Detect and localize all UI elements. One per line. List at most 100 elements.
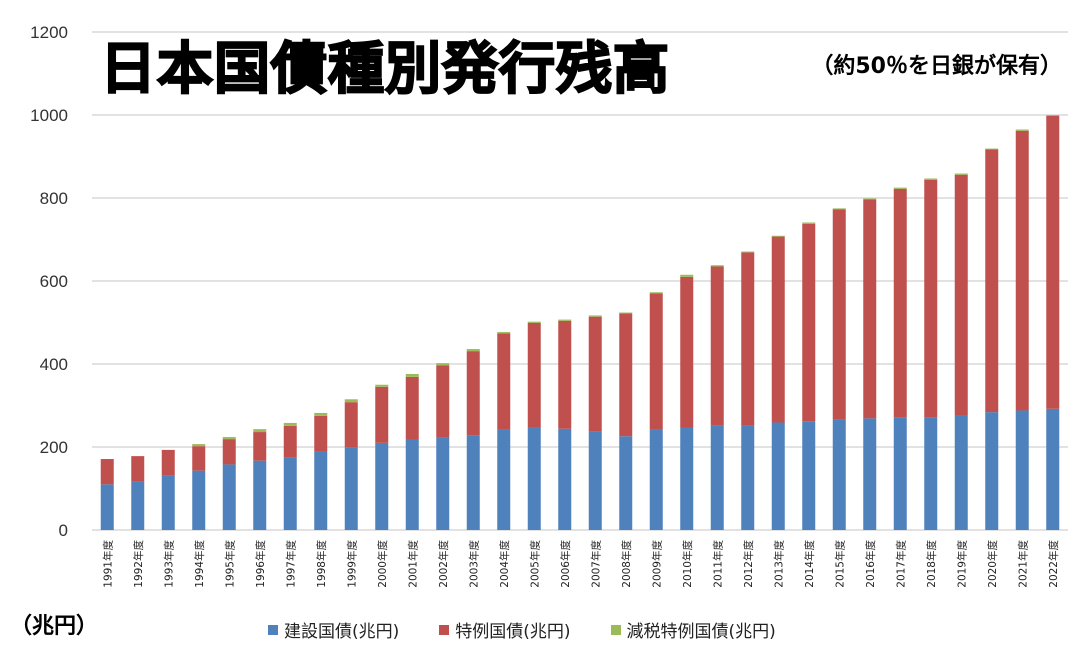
x-tick-label: 2009年度	[650, 540, 663, 588]
bar-segment-deficit	[436, 365, 450, 438]
x-tick-label: 2003年度	[467, 540, 480, 588]
y-tick-label: 1200	[30, 23, 68, 42]
x-tick-label: 2008年度	[620, 540, 633, 588]
bar-segment-tax-reduction	[1046, 115, 1060, 116]
y-tick-label: 400	[40, 355, 68, 374]
bar-segment-deficit	[527, 322, 541, 428]
bar-segment-tax-reduction	[222, 437, 236, 440]
bar-segment-tax-reduction	[985, 148, 999, 150]
bar-segment-construction	[832, 419, 846, 530]
y-tick-label: 800	[40, 189, 68, 208]
bar-segment-deficit	[192, 446, 206, 471]
bar-segment-deficit	[375, 386, 389, 443]
bar-segment-construction	[314, 451, 328, 530]
bar-segment-construction	[619, 436, 633, 530]
y-tick-label: 1000	[30, 106, 68, 125]
x-tick-label: 2018年度	[925, 540, 938, 588]
chart-subtitle: （約50％を日銀が保有）	[811, 54, 1062, 79]
bar-segment-construction	[436, 437, 450, 530]
bar-segment-deficit	[588, 316, 602, 432]
legend-item-deficit: 特例国債(兆円)	[439, 617, 571, 642]
bar-segment-deficit	[680, 276, 694, 428]
bar-segment-tax-reduction	[802, 222, 816, 224]
bar-segment-tax-reduction	[771, 235, 785, 237]
bar-segment-deficit	[802, 223, 816, 422]
bar-segment-construction	[1015, 410, 1029, 530]
bar-segment-construction	[649, 429, 663, 530]
bar-segment-construction	[131, 481, 145, 530]
bar-segment-tax-reduction	[588, 315, 602, 317]
bar-segment-deficit	[863, 199, 877, 419]
x-tick-label: 2013年度	[772, 540, 785, 588]
bar-segment-construction	[253, 460, 267, 530]
x-tick-label: 2017年度	[894, 540, 907, 588]
bar-segment-deficit	[985, 149, 999, 413]
x-tick-label: 2010年度	[681, 540, 694, 588]
bar-segment-tax-reduction	[741, 251, 755, 253]
bar-segment-tax-reduction	[253, 429, 267, 433]
bar-segment-tax-reduction	[497, 332, 511, 334]
bar-segment-deficit	[466, 351, 480, 436]
bar-segment-construction	[405, 439, 419, 530]
legend: 建設国債(兆円) 特例国債(兆円) 減税特例国債(兆円)	[268, 617, 776, 642]
legend-label: 減税特例国債(兆円)	[626, 622, 776, 642]
y-tick-label: 0	[59, 521, 68, 540]
x-tick-label: 2007年度	[589, 540, 602, 588]
bar-segment-construction	[680, 427, 694, 530]
bar-segment-deficit	[1046, 115, 1060, 409]
x-tick-label: 2004年度	[498, 540, 511, 588]
x-tick-label: 2005年度	[528, 540, 541, 588]
bar-segment-deficit	[497, 333, 511, 430]
bar-segment-construction	[100, 484, 114, 530]
bar-segment-deficit	[619, 313, 633, 437]
bar-segment-deficit	[558, 320, 572, 429]
bar-segment-deficit	[954, 174, 968, 416]
bar-segment-construction	[771, 422, 785, 530]
legend-swatch-deficit	[439, 624, 450, 635]
bar-segment-deficit	[710, 266, 724, 426]
bar-segment-construction	[497, 429, 511, 530]
bar-segment-construction	[375, 442, 389, 530]
bar-segment-deficit	[649, 293, 663, 430]
x-tick-label: 1991年度	[101, 540, 114, 588]
bar-segment-construction	[1046, 408, 1060, 530]
x-tick-label: 1995年度	[223, 540, 236, 588]
x-tick-label: 1994年度	[193, 540, 206, 588]
x-tick-label: 1993年度	[162, 540, 175, 588]
bar-segment-tax-reduction	[344, 399, 358, 403]
x-tick-label: 2016年度	[864, 540, 877, 588]
bar-segment-tax-reduction	[680, 274, 694, 277]
bar-segment-deficit	[832, 209, 846, 420]
bar-segment-deficit	[314, 415, 328, 452]
bar-segment-tax-reduction	[375, 384, 389, 387]
bar-segment-construction	[283, 457, 297, 530]
x-tick-label: 2012年度	[742, 540, 755, 588]
bar-segment-deficit	[100, 459, 114, 485]
legend-swatch-construction	[268, 624, 278, 635]
bar-segment-tax-reduction	[954, 173, 968, 175]
bar-segment-tax-reduction	[1015, 129, 1029, 131]
bar-segment-deficit	[161, 449, 175, 476]
bar-segment-tax-reduction	[314, 412, 328, 416]
y-tick-label: 600	[40, 272, 68, 291]
bar-segment-construction	[863, 418, 877, 530]
bar-segment-tax-reduction	[619, 312, 633, 314]
bar-segment-construction	[924, 417, 938, 530]
x-tick-label: 2006年度	[559, 540, 572, 588]
x-tick-label: 1997年度	[284, 540, 297, 588]
bar-segment-construction	[466, 435, 480, 530]
x-tick-label: 1999年度	[345, 540, 358, 588]
bar-segment-tax-reduction	[710, 265, 724, 267]
bar-segment-construction	[954, 415, 968, 530]
bar-segment-tax-reduction	[863, 198, 877, 200]
bar-segment-deficit	[222, 439, 236, 465]
bar-segment-construction	[588, 431, 602, 530]
legend-item-construction: 建設国債(兆円)	[268, 617, 399, 642]
x-tick-label: 2019年度	[955, 540, 968, 588]
x-tick-label: 2000年度	[376, 540, 389, 588]
bar-segment-construction	[344, 447, 358, 530]
x-tick-label: 2022年度	[1047, 540, 1060, 588]
bar-segment-deficit	[131, 456, 145, 482]
bar-segment-deficit	[283, 425, 297, 458]
